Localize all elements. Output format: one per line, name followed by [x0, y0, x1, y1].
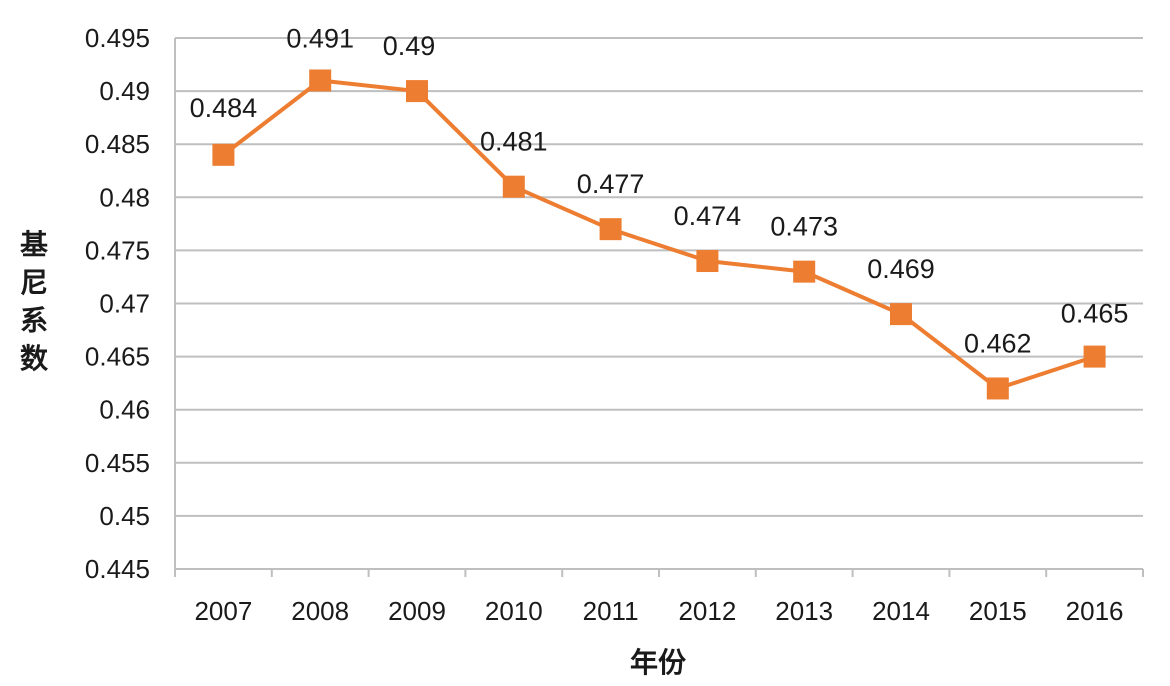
data-label: 0.491 [286, 23, 354, 53]
y-tick-label: 0.48 [99, 182, 150, 212]
y-tick-label: 0.49 [99, 76, 150, 106]
y-tick-label: 0.45 [99, 501, 150, 531]
data-point-marker [793, 260, 816, 283]
x-tick-label: 2010 [485, 596, 543, 626]
data-label: 0.474 [674, 201, 742, 231]
data-point-marker [599, 218, 622, 241]
data-point-marker [986, 377, 1009, 400]
axes [174, 38, 1144, 577]
data-point-marker [1083, 345, 1106, 368]
y-tick-label: 0.445 [85, 554, 150, 584]
y-tick-label: 0.475 [85, 235, 150, 265]
x-tick-label: 2007 [194, 596, 252, 626]
y-tick-label: 0.47 [99, 289, 150, 319]
data-label: 0.481 [480, 127, 548, 157]
x-tick-label: 2014 [872, 596, 930, 626]
x-axis-title: 年份 [630, 646, 686, 679]
x-tick-label: 2015 [969, 596, 1027, 626]
data-label: 0.465 [1061, 299, 1129, 329]
data-label: 0.462 [964, 328, 1032, 358]
x-axis-tick-labels: 2007 2008 2009 2010 2011 2012 2013 2014 2015 2016 [194, 596, 1123, 626]
data-label: 0.469 [867, 254, 935, 284]
series-markers [212, 69, 1106, 400]
data-point-marker [406, 80, 428, 103]
data-label: 0.473 [770, 212, 838, 242]
x-tick-label: 2012 [678, 596, 736, 626]
series-line-layer [222, 78, 1096, 391]
y-tick-label: 0.46 [99, 395, 150, 425]
data-point-marker [502, 175, 525, 198]
gridlines [175, 37, 1143, 570]
y-tick-label: 0.495 [85, 23, 150, 53]
data-point-marker [696, 250, 719, 273]
x-tick-label: 2008 [291, 596, 349, 626]
x-tick-label: 2013 [775, 596, 833, 626]
y-tick-label: 0.485 [85, 129, 150, 159]
y-axis-title: 基尼系数 [20, 228, 49, 375]
y-tick-label: 0.455 [85, 448, 150, 478]
x-tick-label: 2016 [1066, 596, 1124, 626]
y-tick-label: 0.465 [85, 342, 150, 372]
y-axis-tick-labels: 0.445 0.45 0.455 0.46 0.465 0.47 0.475 0.48 0.48… [85, 23, 150, 584]
data-labels: 0.484 0.491 0.49 0.481 0.477 0.474 0.473 0.469 0… [190, 23, 1129, 358]
data-point-marker [890, 303, 912, 326]
x-tick-label: 2011 [583, 596, 639, 626]
x-tick-label: 2009 [388, 596, 446, 626]
series-line [222, 78, 1096, 391]
data-label: 0.484 [190, 93, 258, 123]
data-point-marker [212, 143, 235, 166]
data-label: 0.477 [577, 169, 645, 199]
data-label: 0.49 [383, 31, 436, 61]
data-point-marker [309, 69, 332, 92]
